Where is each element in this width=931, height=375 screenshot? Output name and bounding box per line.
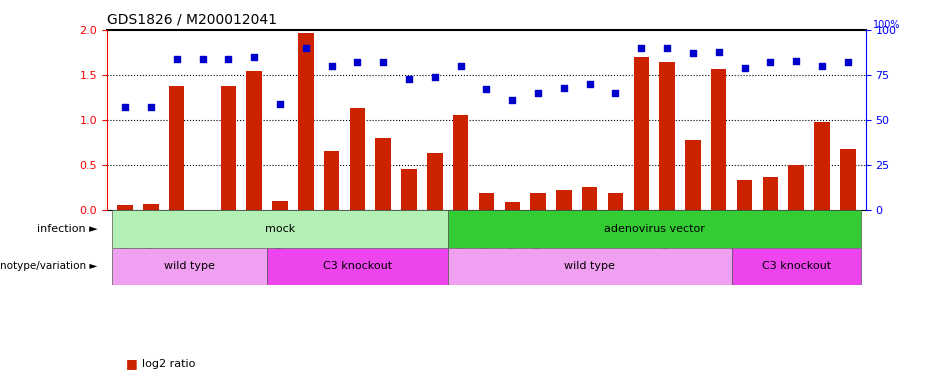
Text: mock: mock <box>264 224 295 234</box>
Bar <box>815 122 830 210</box>
Point <box>221 56 236 62</box>
Text: adenovirus vector: adenovirus vector <box>604 224 705 234</box>
Bar <box>531 193 546 210</box>
Bar <box>324 152 339 210</box>
Point <box>505 97 519 103</box>
Bar <box>659 62 675 210</box>
Text: genotype/variation ►: genotype/variation ► <box>0 261 98 271</box>
Point <box>247 54 262 60</box>
Point <box>789 58 803 64</box>
Point <box>608 90 623 96</box>
Bar <box>169 86 184 210</box>
Point <box>324 63 339 69</box>
Bar <box>448 248 732 285</box>
Point <box>634 45 649 51</box>
Bar <box>272 201 288 210</box>
Point <box>711 49 726 55</box>
Point <box>582 81 597 87</box>
Bar <box>401 169 417 210</box>
Bar <box>634 57 649 210</box>
Bar <box>350 108 365 210</box>
Point <box>685 50 700 56</box>
Text: ■: ■ <box>126 357 142 370</box>
Bar <box>685 140 701 210</box>
Bar <box>375 138 391 210</box>
Bar <box>732 248 860 285</box>
Bar <box>247 71 262 210</box>
Point <box>196 56 210 62</box>
Bar <box>736 180 752 210</box>
Bar <box>582 188 598 210</box>
Point <box>762 59 777 65</box>
Point <box>557 85 572 91</box>
Bar <box>505 202 520 210</box>
Point <box>273 101 288 107</box>
Text: ■: ■ <box>126 374 142 375</box>
Text: infection ►: infection ► <box>37 224 98 234</box>
Text: wild type: wild type <box>164 261 215 271</box>
Bar <box>113 248 267 285</box>
Bar <box>711 69 726 210</box>
Bar <box>427 153 442 210</box>
Point <box>298 45 313 51</box>
Bar <box>789 165 803 210</box>
Text: wild type: wild type <box>564 261 615 271</box>
Text: log2 ratio: log2 ratio <box>142 359 196 369</box>
Point <box>453 63 468 69</box>
Point <box>350 59 365 65</box>
Point <box>376 59 391 65</box>
Point <box>841 59 856 65</box>
Bar <box>113 210 448 248</box>
Text: GDS1826 / M200012041: GDS1826 / M200012041 <box>107 12 277 26</box>
Bar <box>479 193 494 210</box>
Point <box>479 86 493 92</box>
Point <box>815 63 830 69</box>
Point <box>737 65 752 71</box>
Point <box>169 56 184 62</box>
Bar <box>608 193 623 210</box>
Bar <box>448 210 860 248</box>
Bar <box>840 149 856 210</box>
Bar <box>452 115 468 210</box>
Bar <box>762 177 778 210</box>
Text: 100%: 100% <box>873 20 901 30</box>
Bar <box>556 190 572 210</box>
Bar <box>267 248 448 285</box>
Point <box>117 104 132 110</box>
Bar <box>143 204 158 210</box>
Point <box>143 104 158 110</box>
Bar <box>221 86 236 210</box>
Bar <box>298 33 314 210</box>
Bar <box>117 206 133 210</box>
Text: C3 knockout: C3 knockout <box>762 261 830 271</box>
Point <box>427 74 442 80</box>
Point <box>401 76 416 82</box>
Point <box>660 45 675 51</box>
Point <box>531 90 546 96</box>
Text: C3 knockout: C3 knockout <box>323 261 392 271</box>
